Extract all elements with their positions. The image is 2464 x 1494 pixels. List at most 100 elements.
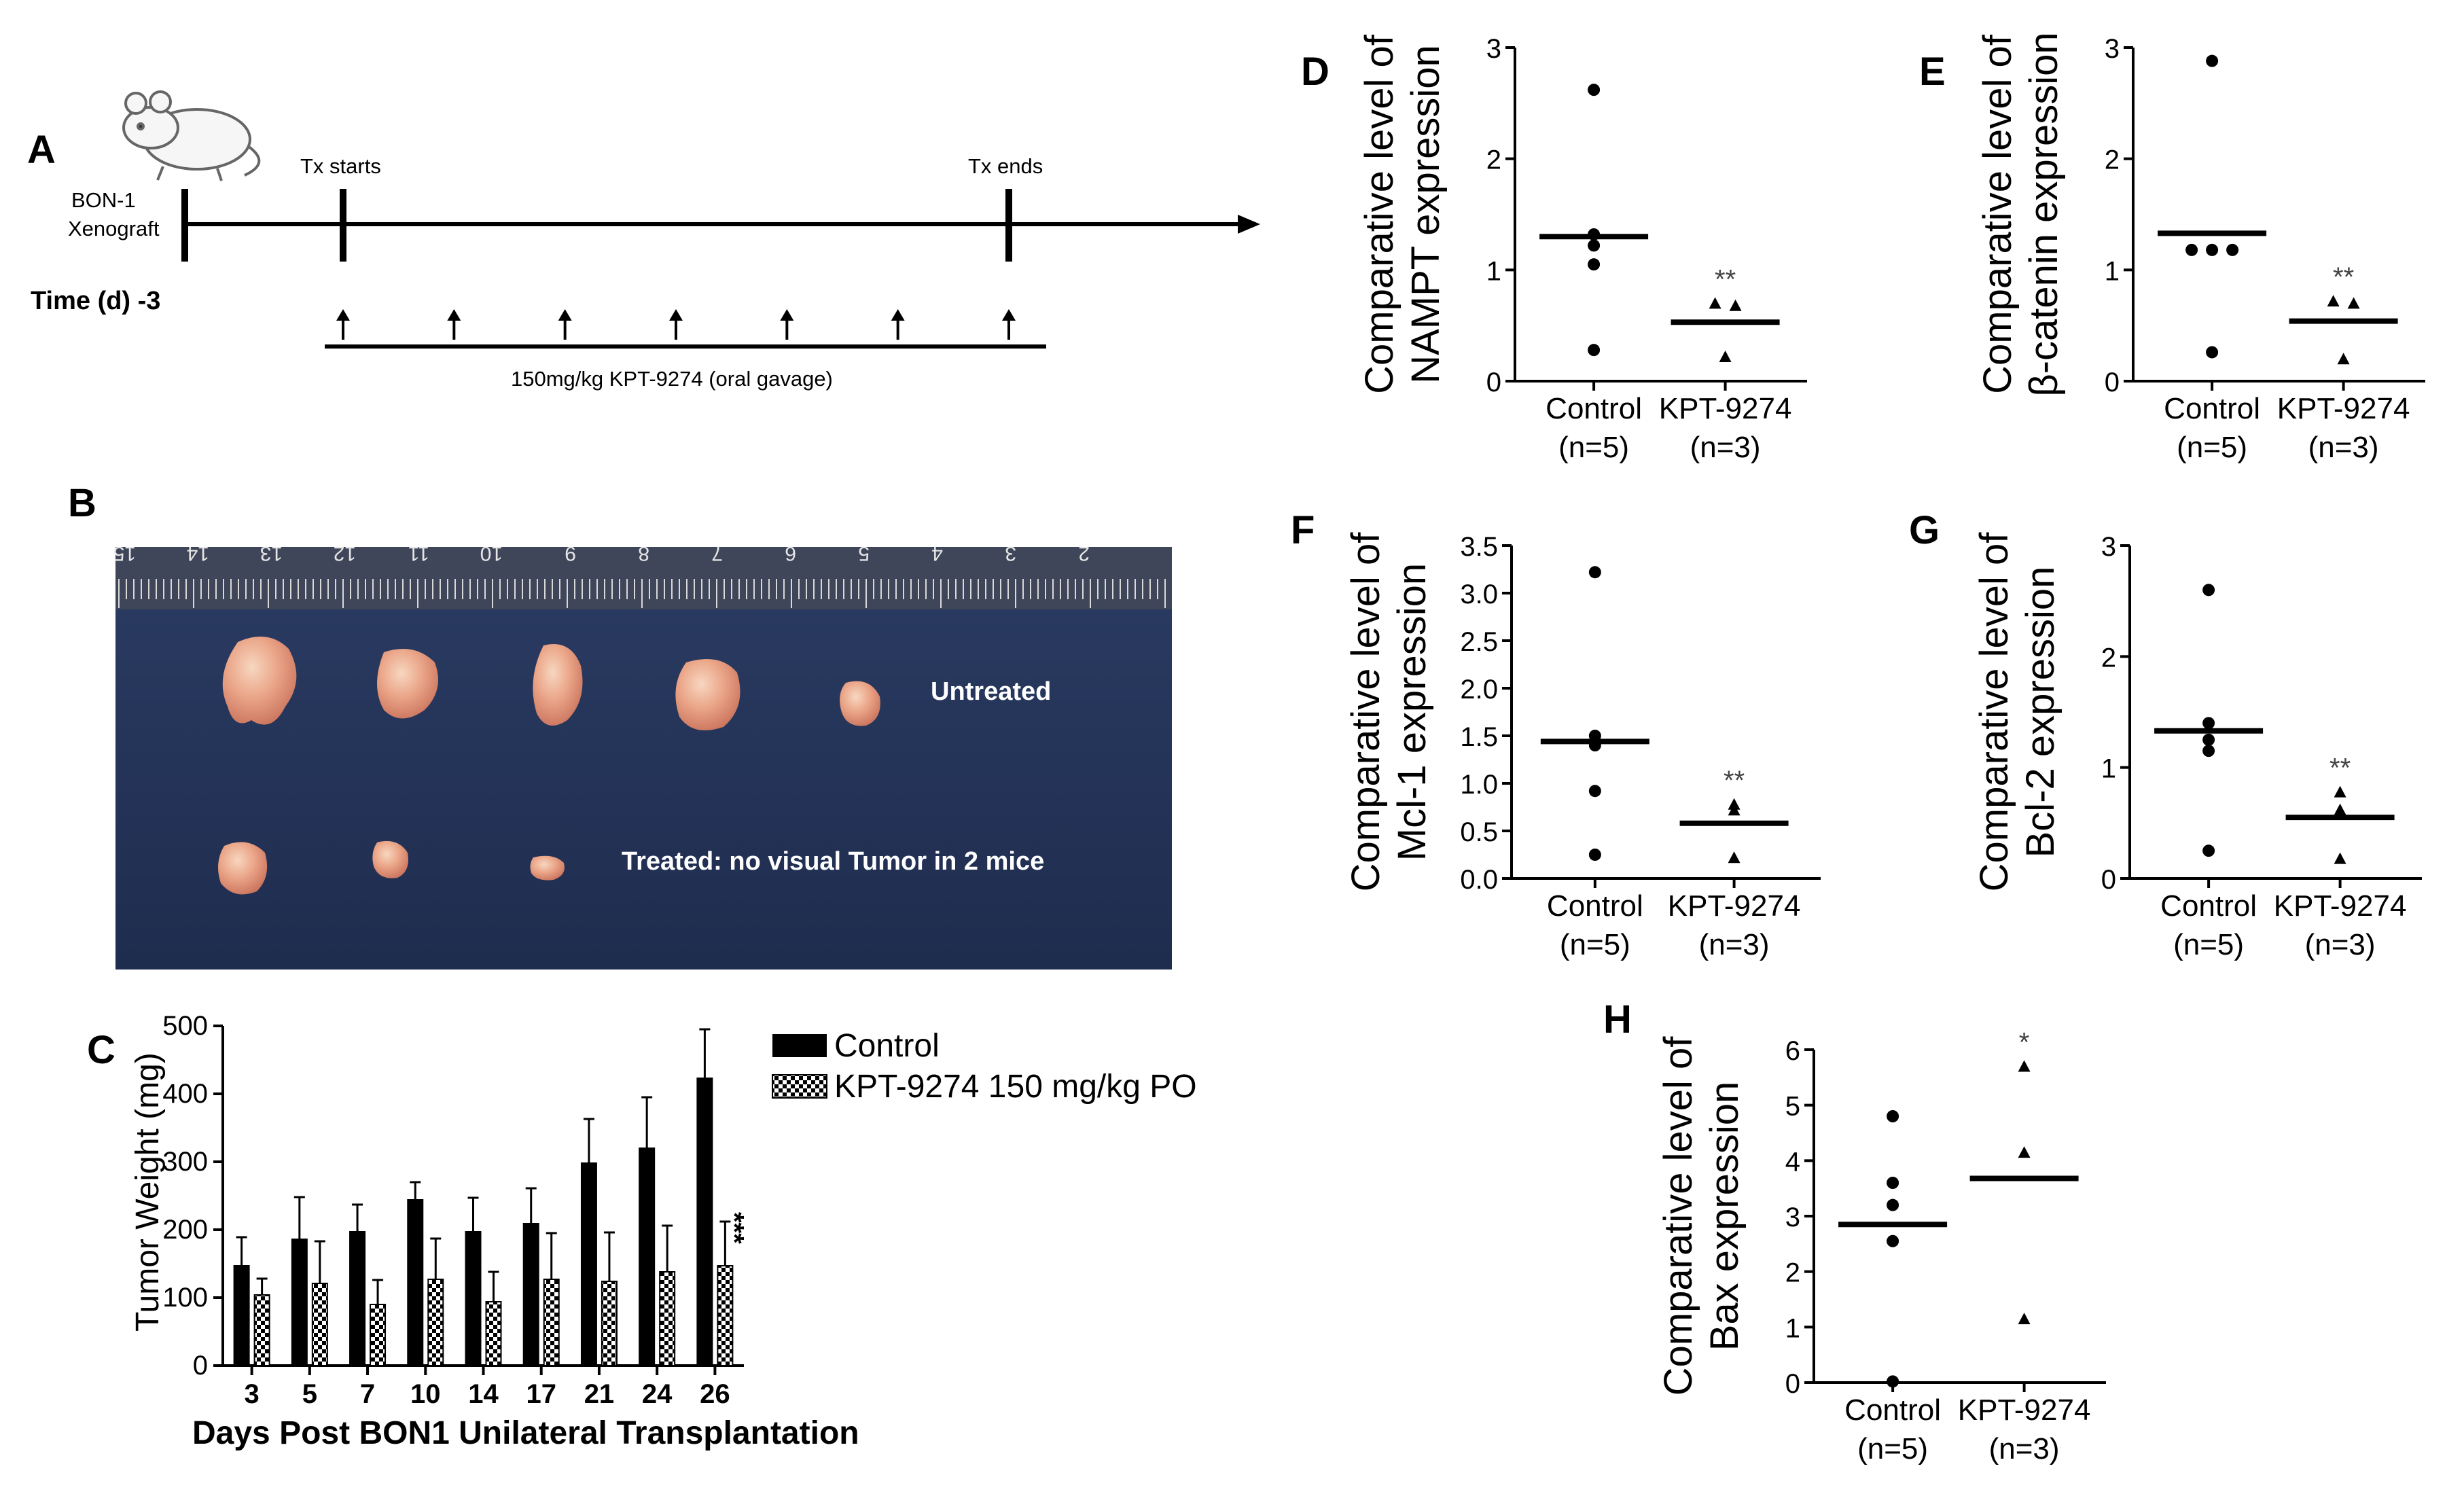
- h-point-control: [1887, 1234, 1899, 1247]
- panel-label-g: G: [1909, 508, 1940, 552]
- e-group-n: (n=5): [2177, 431, 2247, 464]
- e-point-control: [2206, 346, 2219, 359]
- f-y-tick-label: 1.5: [1460, 722, 1498, 752]
- g-group-label: Control: [2160, 889, 2257, 923]
- e-y-tick-label: 1: [2105, 256, 2120, 286]
- c-y-tick-label: 400: [162, 1079, 208, 1109]
- g-point-kpt: [2334, 785, 2346, 798]
- scatter-chart-mcl1: 0.0 0.5 1.0 1.5 2.0 2.5 3.0 3.5 Comparative leve…: [1344, 532, 1821, 961]
- g-point-kpt: [2334, 852, 2346, 864]
- scatter-chart-nampt: 0 1 2 3 Comparative level of NAMPT expression…: [1357, 34, 1807, 464]
- d-group-label: KPT-9274: [1659, 392, 1792, 425]
- ruler-number: 4: [931, 542, 943, 565]
- f-point-control: [1588, 566, 1601, 579]
- h-ylabel-line1: Comparative level of: [1656, 1036, 1700, 1396]
- dose-arrow-icon: [447, 309, 461, 321]
- dose-arrow-icon: [891, 309, 905, 321]
- c-bar-kpt: [370, 1304, 387, 1366]
- h-significance-label: *: [2019, 1028, 2030, 1058]
- untreated-label: Untreated: [931, 677, 1051, 706]
- tumor-untreated-3: [533, 644, 583, 726]
- h-point-kpt: [2018, 1060, 2031, 1072]
- g-point-control: [2202, 745, 2215, 758]
- e-point-control: [2226, 243, 2239, 256]
- c-bar-control: [291, 1239, 308, 1366]
- d-ylabel-line2: NAMPT expression: [1404, 45, 1448, 384]
- dose-arrow-icon: [1002, 309, 1016, 321]
- ruler-number: 5: [858, 542, 870, 565]
- g-y-tick-label: 3: [2101, 532, 2116, 562]
- h-point-control: [1887, 1110, 1899, 1122]
- ruler-number: 9: [565, 542, 576, 565]
- d-y-tick-label: 2: [1486, 145, 1501, 175]
- c-bar-control: [233, 1265, 250, 1366]
- c-xlabel: Days Post BON1 Unilateral Transplantatio…: [192, 1415, 859, 1451]
- f-point-control: [1588, 730, 1601, 742]
- dose-arrow-icon: [336, 309, 350, 321]
- photo-background: [115, 547, 1172, 970]
- c-bar-kpt: [543, 1279, 560, 1366]
- c-bar-kpt: [427, 1279, 444, 1366]
- h-point-kpt: [2018, 1146, 2031, 1158]
- ruler-number: 7: [711, 542, 723, 565]
- g-point-control: [2202, 717, 2215, 730]
- c-bar-kpt: [311, 1283, 328, 1366]
- h-y-tick-label: 5: [1785, 1092, 1800, 1122]
- bar-chart-tumor-weight: Days Post BON1 Unilateral Transplantatio…: [130, 1011, 1197, 1451]
- c-bar-control: [696, 1078, 713, 1366]
- c-x-tick-label: 24: [642, 1379, 673, 1409]
- scatter-chart-bax: 0 1 2 3 4 5 6 Comparative level of Bax expressio…: [1656, 1028, 2106, 1465]
- d-y-tick-label: 1: [1486, 256, 1501, 286]
- f-group-n: (n=5): [1560, 928, 1630, 961]
- e-point-kpt: [2347, 297, 2360, 309]
- c-bar-control: [580, 1162, 597, 1366]
- h-point-control: [1887, 1177, 1899, 1189]
- h-point-control: [1887, 1198, 1899, 1211]
- tumor-untreated-5: [840, 681, 880, 726]
- f-y-tick-label: 0.5: [1460, 817, 1498, 847]
- ruler-number: 6: [785, 542, 796, 565]
- c-bar-control: [465, 1231, 482, 1366]
- c-bar-control: [407, 1199, 424, 1366]
- c-x-tick-label: 3: [244, 1379, 259, 1409]
- timeline-start-label-2: Xenograft: [68, 217, 160, 241]
- g-ylabel-line2: Bcl-2 expression: [2018, 567, 2063, 858]
- legend-swatch-kpt: [772, 1074, 827, 1099]
- panel-label-d: D: [1301, 50, 1329, 94]
- c-bar-control: [522, 1223, 539, 1366]
- g-y-tick-label: 2: [2101, 643, 2116, 673]
- panel-label-f: F: [1291, 508, 1315, 552]
- g-group-n: (n=5): [2173, 928, 2244, 961]
- timeline-start-label-1: BON-1: [71, 188, 136, 212]
- h-y-tick-label: 6: [1785, 1036, 1800, 1066]
- panel-label-e: E: [1919, 50, 1946, 94]
- h-y-tick-label: 0: [1785, 1369, 1800, 1399]
- f-point-control: [1588, 739, 1601, 751]
- c-x-tick-label: 7: [360, 1379, 375, 1409]
- g-point-control: [2202, 733, 2215, 746]
- legend-label-control: Control: [834, 1028, 940, 1064]
- ruler-number: 15: [113, 542, 136, 565]
- h-y-tick-label: 1: [1785, 1313, 1800, 1343]
- e-ylabel-line2: β-catenin expression: [2022, 32, 2066, 396]
- legend-label-kpt: KPT-9274 150 mg/kg PO: [834, 1069, 1197, 1105]
- tumor-untreated-4: [675, 659, 740, 730]
- ruler-number: 10: [480, 542, 503, 565]
- d-group-n: (n=3): [1690, 431, 1761, 464]
- e-y-tick-label: 3: [2105, 34, 2120, 64]
- f-point-kpt: [1728, 804, 1740, 816]
- f-y-tick-label: 3.0: [1460, 580, 1498, 609]
- d-significance-label: **: [1715, 264, 1736, 294]
- g-point-control: [2202, 584, 2215, 597]
- c-y-tick-label: 100: [162, 1283, 208, 1313]
- dose-arrows: [336, 309, 1016, 340]
- ruler-number: 11: [408, 542, 429, 565]
- e-point-control: [2185, 243, 2198, 256]
- d-y-tick-label: 0: [1486, 368, 1501, 397]
- ruler-number: 14: [187, 542, 209, 565]
- f-group-n: (n=3): [1699, 928, 1770, 961]
- ruler-number: 3: [1005, 542, 1016, 565]
- f-group-label: KPT-9274: [1668, 889, 1801, 923]
- h-y-tick-label: 3: [1785, 1203, 1800, 1232]
- d-y-tick-label: 3: [1486, 34, 1501, 64]
